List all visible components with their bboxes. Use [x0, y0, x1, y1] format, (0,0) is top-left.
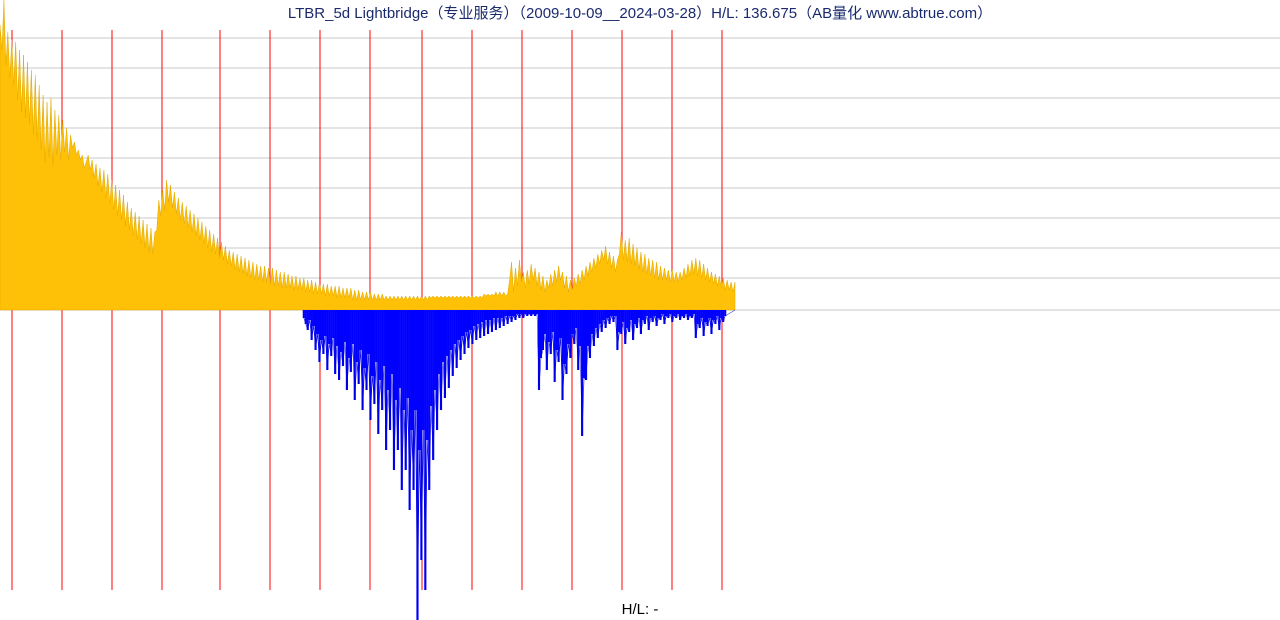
- stock-chart-container: LTBR_5d Lightbridge（专业服务）（2009-10-09__20…: [0, 0, 1280, 620]
- chart-canvas: [0, 0, 1280, 620]
- chart-title: LTBR_5d Lightbridge（专业服务）（2009-10-09__20…: [0, 2, 1280, 23]
- chart-footer: H/L: -: [0, 601, 1280, 618]
